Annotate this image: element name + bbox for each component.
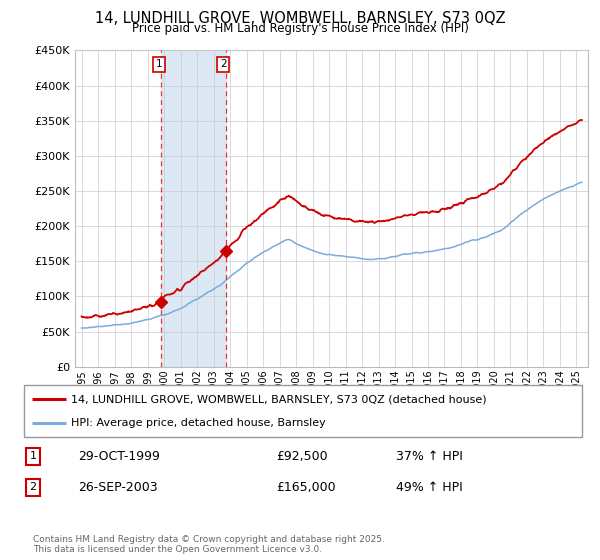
Text: 49% ↑ HPI: 49% ↑ HPI <box>396 480 463 494</box>
Text: Price paid vs. HM Land Registry's House Price Index (HPI): Price paid vs. HM Land Registry's House … <box>131 22 469 35</box>
Text: £92,500: £92,500 <box>276 450 328 463</box>
FancyBboxPatch shape <box>24 385 582 437</box>
Text: HPI: Average price, detached house, Barnsley: HPI: Average price, detached house, Barn… <box>71 418 326 428</box>
Text: 29-OCT-1999: 29-OCT-1999 <box>78 450 160 463</box>
Text: 14, LUNDHILL GROVE, WOMBWELL, BARNSLEY, S73 0QZ: 14, LUNDHILL GROVE, WOMBWELL, BARNSLEY, … <box>95 11 505 26</box>
Text: 1: 1 <box>29 451 37 461</box>
Text: 26-SEP-2003: 26-SEP-2003 <box>78 480 158 494</box>
Text: 2: 2 <box>29 482 37 492</box>
Text: 37% ↑ HPI: 37% ↑ HPI <box>396 450 463 463</box>
Text: 1: 1 <box>155 59 162 69</box>
Text: 2: 2 <box>220 59 226 69</box>
Bar <box>161 50 226 367</box>
Text: £165,000: £165,000 <box>276 480 335 494</box>
Text: 14, LUNDHILL GROVE, WOMBWELL, BARNSLEY, S73 0QZ (detached house): 14, LUNDHILL GROVE, WOMBWELL, BARNSLEY, … <box>71 394 487 404</box>
Text: Contains HM Land Registry data © Crown copyright and database right 2025.
This d: Contains HM Land Registry data © Crown c… <box>33 535 385 554</box>
